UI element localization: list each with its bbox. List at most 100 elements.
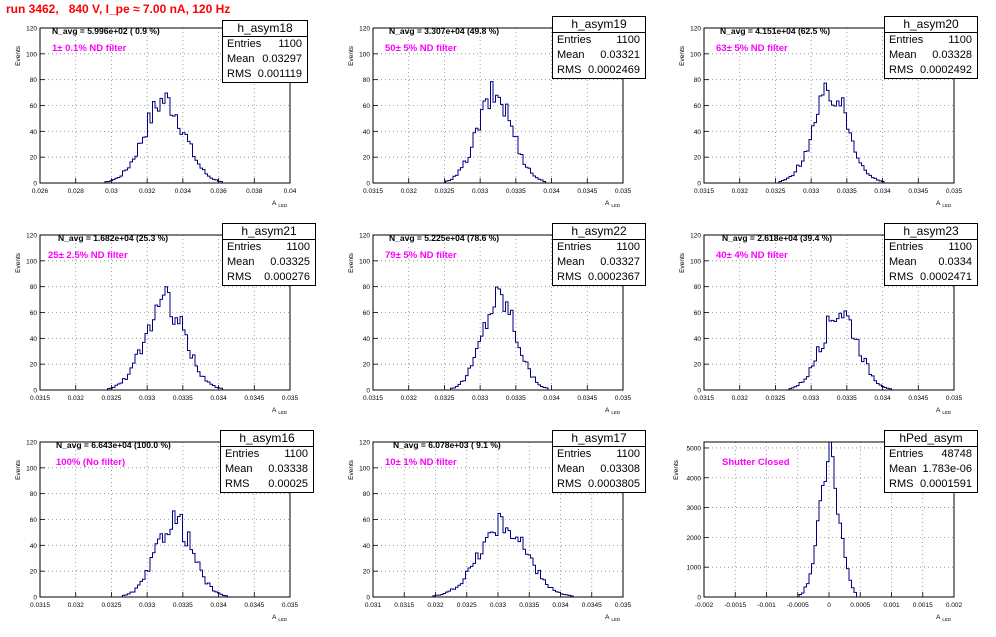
x-tick-label: 0.031 xyxy=(365,602,382,609)
stats-row-rms: RMS 0.0002367 xyxy=(553,270,645,285)
y-tick-label: 40 xyxy=(694,129,702,136)
x-tick-label: 0.0345 xyxy=(577,188,597,195)
stats-value: 0.0002471 xyxy=(920,271,972,283)
y-tick-label: 40 xyxy=(363,543,371,550)
y-tick-label: 120 xyxy=(359,26,370,33)
histogram-line xyxy=(40,510,290,598)
stats-label: Entries xyxy=(557,448,592,460)
filter-label: 10± 1% ND filter xyxy=(385,457,457,468)
x-tick-label: 0.026 xyxy=(32,188,49,195)
y-tick-label: 80 xyxy=(30,77,38,84)
x-tick-label: 0.034 xyxy=(874,188,891,195)
x-tick-label: 0.035 xyxy=(615,395,632,402)
x-axis-subscript: LED xyxy=(278,203,288,208)
stats-row-mean: Mean 0.03325 xyxy=(223,255,315,270)
stats-label: RMS xyxy=(227,271,252,283)
x-tick-label: 0.033 xyxy=(803,188,820,195)
x-tick-label: 0.034 xyxy=(874,395,891,402)
y-tick-label: 0 xyxy=(33,181,37,188)
x-tick-label: 0.033 xyxy=(472,188,489,195)
stats-row-rms: RMS 0.000276 xyxy=(223,270,315,285)
stats-label: Entries xyxy=(889,448,924,460)
hist-name: hPed_asym xyxy=(885,431,977,447)
x-tick-label: 0.0335 xyxy=(837,188,857,195)
panel-h-asym21: 0.0315 0.032 0.0325 0.033 0.0335 0.034 0.0345 0… xyxy=(0,223,330,430)
stats-row-mean: Mean 1.783e-06 xyxy=(885,462,977,477)
x-tick-label: 0.034 xyxy=(543,395,560,402)
histogram-svg: 0.0315 0.032 0.0325 0.033 0.0335 0.034 0.0345 0… xyxy=(15,233,299,416)
stats-label: Entries xyxy=(557,34,592,46)
x-tick-label: 0.034 xyxy=(210,395,227,402)
stats-value: 0.0002367 xyxy=(588,271,640,283)
stats-label: RMS xyxy=(557,64,582,76)
stats-row-mean: Mean 0.03308 xyxy=(553,462,645,477)
histogram-line xyxy=(373,81,623,184)
y-axis-title: Events xyxy=(15,45,22,66)
x-tick-label: 0.0325 xyxy=(765,395,785,402)
x-tick-label: 0.0345 xyxy=(908,188,928,195)
y-tick-label: 120 xyxy=(690,26,701,33)
y-tick-label: 120 xyxy=(359,440,370,447)
stats-row-entries: Entries 1100 xyxy=(223,37,307,52)
stats-label: Mean xyxy=(557,463,585,475)
filter-label: 63± 5% ND filter xyxy=(716,43,788,54)
y-tick-label: 80 xyxy=(30,284,38,291)
x-axis-subscript: LED xyxy=(942,203,952,208)
navg-label: N_avg = 5.996e+02 ( 0.9 %) xyxy=(52,26,160,36)
x-tick-label: 0.04 xyxy=(284,188,297,195)
stats-label: Mean xyxy=(889,463,917,475)
x-tick-label: 0.035 xyxy=(615,602,632,609)
stats-label: Entries xyxy=(889,241,924,253)
x-tick-label: 0.0315 xyxy=(394,602,414,609)
y-tick-label: 0 xyxy=(366,595,370,602)
stats-row-mean: Mean 0.03327 xyxy=(553,255,645,270)
navg-label: N_avg = 6.643e+04 (100.0 %) xyxy=(56,440,171,450)
stats-row-mean: Mean 0.03328 xyxy=(885,48,977,63)
stats-value: 0.03321 xyxy=(600,49,640,61)
panel-h-asym23: 0.0315 0.032 0.0325 0.033 0.0335 0.034 0.0345 0… xyxy=(664,223,994,430)
x-axis-title: A LED xyxy=(605,200,621,208)
stats-value: 0.0003805 xyxy=(588,478,640,490)
y-axis-title: Events xyxy=(348,45,355,66)
x-tick-label: 0.0325 xyxy=(101,395,121,402)
histogram-svg: 0.0315 0.032 0.0325 0.033 0.0335 0.034 0.0345 0… xyxy=(348,233,632,416)
x-tick-label: 0.035 xyxy=(946,188,963,195)
navg-label: N_avg = 3.307e+04 (49.8 %) xyxy=(389,26,500,36)
hist-name: h_asym22 xyxy=(553,224,645,240)
x-axis-subscript: LED xyxy=(278,410,288,415)
x-axis-subscript: LED xyxy=(942,410,952,415)
stats-value: 0.03328 xyxy=(932,49,972,61)
hist-name: h_asym18 xyxy=(223,21,307,37)
x-tick-label: 0.032 xyxy=(68,395,85,402)
stats-value: 1.783e-06 xyxy=(922,463,972,475)
stats-label: RMS xyxy=(889,64,914,76)
y-tick-label: 2000 xyxy=(687,535,702,542)
stats-row-rms: RMS 0.0003805 xyxy=(553,477,645,492)
stats-row-entries: Entries 1100 xyxy=(221,447,313,462)
stats-value: 1100 xyxy=(616,448,640,460)
y-tick-label: 100 xyxy=(26,465,37,472)
y-tick-label: 120 xyxy=(359,233,370,240)
y-tick-label: 80 xyxy=(363,77,371,84)
y-axis-title: Events xyxy=(15,252,22,273)
y-tick-label: 60 xyxy=(30,310,38,317)
stats-label: Mean xyxy=(557,49,585,61)
stats-row-entries: Entries 1100 xyxy=(553,240,645,255)
x-tick-label: 0.0325 xyxy=(101,602,121,609)
y-tick-label: 0 xyxy=(33,595,37,602)
x-tick-label: 0.034 xyxy=(552,602,569,609)
x-axis-title: A LED xyxy=(272,407,288,415)
x-axis-subscript: LED xyxy=(611,410,621,415)
stats-value: 1100 xyxy=(616,34,640,46)
stats-row-entries: Entries 1100 xyxy=(885,33,977,48)
filter-label: 1± 0.1% ND filter xyxy=(52,43,127,54)
y-tick-label: 0 xyxy=(366,388,370,395)
y-tick-label: 20 xyxy=(694,362,702,369)
x-tick-label: -0.002 xyxy=(695,602,714,609)
x-tick-label: 0.032 xyxy=(732,188,749,195)
stats-row-mean: Mean 0.03338 xyxy=(221,462,313,477)
stats-box: h_asym21 Entries 1100 Mean 0.03325 RMS 0.00… xyxy=(222,223,316,286)
stats-value: 1100 xyxy=(948,241,972,253)
x-tick-label: 0.0335 xyxy=(173,395,193,402)
x-tick-label: 0.0345 xyxy=(577,395,597,402)
